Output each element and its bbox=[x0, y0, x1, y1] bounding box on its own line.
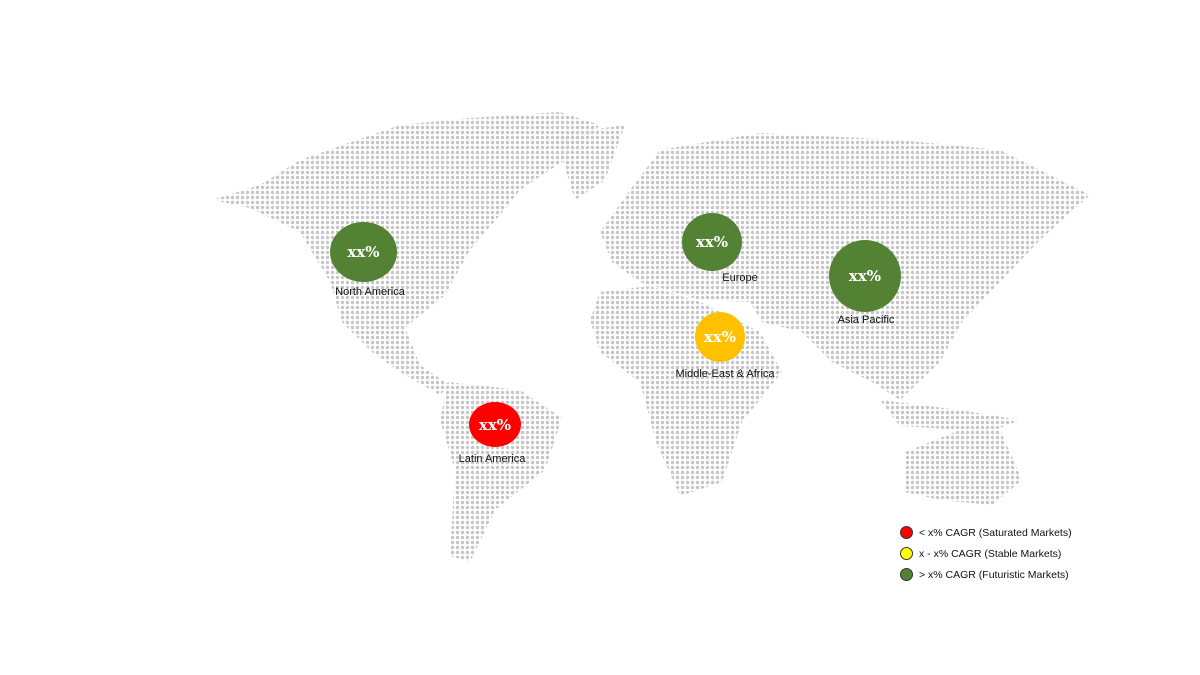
legend-label: x - x% CAGR (Stable Markets) bbox=[919, 547, 1062, 560]
latin-america-value: xx% bbox=[478, 415, 512, 434]
europe-value: xx% bbox=[695, 233, 729, 251]
mea-label: Middle-East & Africa bbox=[675, 368, 775, 380]
legend-label: < x% CAGR (Saturated Markets) bbox=[919, 526, 1072, 539]
latin-america-label: Latin America bbox=[458, 453, 526, 465]
legend-swatch bbox=[900, 547, 913, 560]
asia-pacific-bubble: xx% bbox=[829, 240, 901, 312]
legend: < x% CAGR (Saturated Markets) x - x% CAG… bbox=[900, 522, 1072, 585]
latin-america-bubble: xx% bbox=[469, 402, 521, 447]
continent-north-america bbox=[212, 112, 600, 395]
legend-swatch bbox=[900, 568, 913, 581]
asia-pacific-label: Asia Pacific bbox=[837, 314, 895, 326]
north-america-bubble: xx% bbox=[330, 222, 397, 282]
continent-africa bbox=[590, 286, 782, 496]
continent-indonesia bbox=[880, 400, 1020, 432]
north-america-label: North America bbox=[335, 286, 405, 298]
mea-value: xx% bbox=[703, 328, 737, 346]
europe-bubble: xx% bbox=[682, 213, 742, 271]
legend-label: > x% CAGR (Futuristic Markets) bbox=[919, 568, 1069, 581]
mea-bubble: xx% bbox=[695, 312, 745, 362]
legend-swatch bbox=[900, 526, 913, 539]
legend-item-futuristic: > x% CAGR (Futuristic Markets) bbox=[900, 564, 1072, 585]
continent-greenland bbox=[555, 125, 625, 200]
asia-pacific-value: xx% bbox=[848, 267, 882, 285]
legend-item-stable: x - x% CAGR (Stable Markets) bbox=[900, 543, 1072, 564]
legend-item-saturated: < x% CAGR (Saturated Markets) bbox=[900, 522, 1072, 543]
continent-australia bbox=[905, 430, 1022, 505]
europe-label: Europe bbox=[722, 272, 758, 284]
north-america-value: xx% bbox=[347, 243, 380, 261]
